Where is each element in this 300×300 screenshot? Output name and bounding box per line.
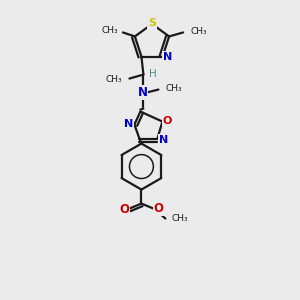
Text: CH₃: CH₃	[101, 26, 118, 35]
Text: O: O	[163, 116, 172, 126]
Text: CH₃: CH₃	[165, 84, 182, 93]
Text: O: O	[119, 203, 129, 216]
Text: N: N	[137, 86, 147, 99]
Text: S: S	[148, 18, 156, 28]
Text: CH₃: CH₃	[171, 214, 188, 223]
Text: H: H	[148, 69, 156, 79]
Text: N: N	[159, 135, 168, 145]
Text: CH₃: CH₃	[190, 27, 207, 36]
Text: N: N	[124, 118, 133, 129]
Text: N: N	[163, 52, 172, 61]
Text: O: O	[153, 202, 164, 215]
Text: CH₃: CH₃	[106, 75, 122, 84]
